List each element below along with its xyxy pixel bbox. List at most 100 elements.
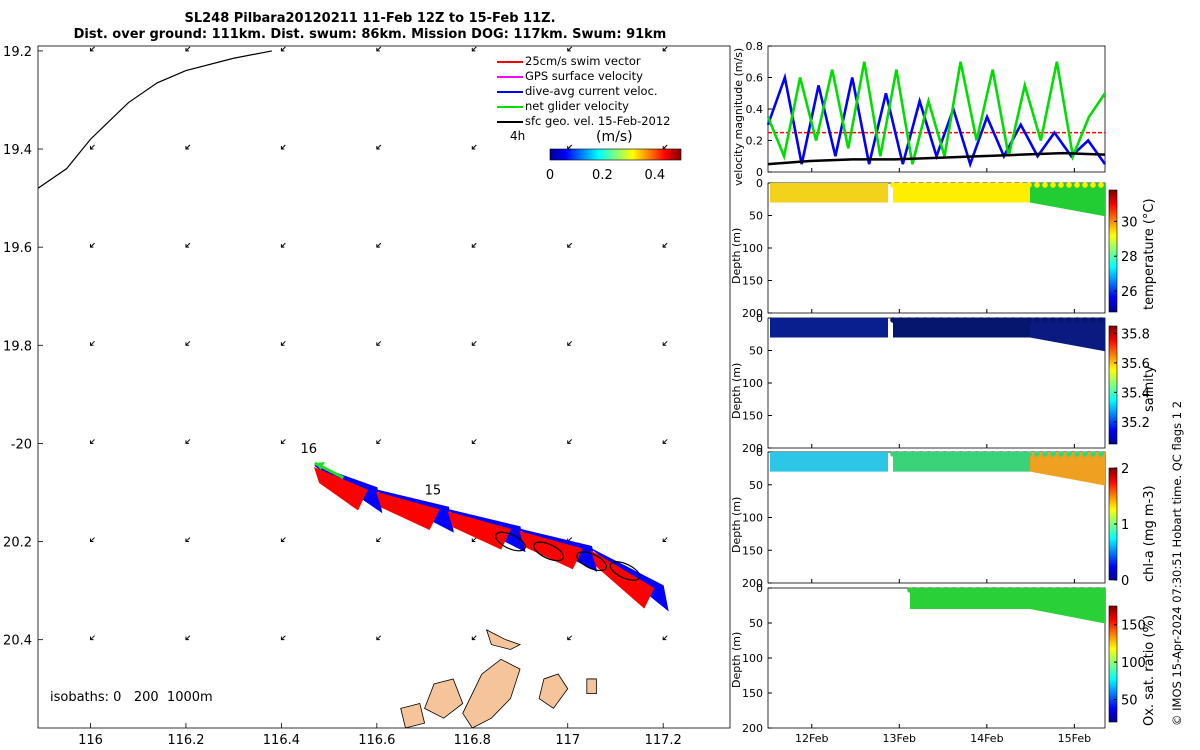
- depth-tick-label: 200: [742, 722, 763, 735]
- geo-velocity-arrowhead: [185, 47, 189, 52]
- section-data-band-east: [1030, 318, 1105, 352]
- colorbar-tick-label: 35.2: [1121, 416, 1150, 431]
- profile-dot: [1035, 587, 1041, 593]
- profile-dot: [1034, 317, 1040, 323]
- geo-velocity-arrow: [185, 439, 191, 444]
- geo-velocity-arrowhead: [89, 244, 94, 248]
- velocity-series-line: [767, 151, 1106, 166]
- geo-velocity-arrow: [567, 635, 573, 641]
- geo-velocity-arrowhead: [280, 342, 285, 346]
- geo-velocity-arrow: [185, 537, 191, 542]
- island: [586, 678, 597, 695]
- track-loop: [576, 551, 607, 572]
- geo-velocity-arrowhead: [89, 146, 94, 150]
- velocity-series-line: [766, 61, 1107, 165]
- geo-velocity-arrowhead: [185, 146, 189, 150]
- profile-dot: [954, 182, 960, 188]
- geo-velocity-arrow: [90, 635, 95, 641]
- profile-dot: [947, 587, 953, 593]
- salinity-colorbar-label: salinity: [1142, 365, 1157, 412]
- depth-tick-label: 200: [742, 442, 763, 455]
- profile-dot: [1091, 587, 1097, 593]
- geo-velocity-arrow: [567, 242, 573, 248]
- geo-velocity-arrow: [185, 340, 191, 346]
- depth-tick-label: 0: [756, 446, 763, 459]
- geo-velocity-arrowhead: [567, 47, 571, 52]
- map-xtick-label: 116.4: [263, 733, 300, 748]
- geo-velocity-arrow: [471, 635, 477, 641]
- section-data-band: [893, 183, 1030, 203]
- depth-ylabel-3: Depth (m): [730, 496, 743, 553]
- time-tick-label: 13Feb: [883, 732, 916, 745]
- profile-dot: [994, 182, 1000, 188]
- geo-velocity-arrow: [376, 439, 382, 444]
- colorbar-tick-label: 100: [1121, 656, 1146, 671]
- profile-dot: [1098, 317, 1104, 323]
- geo-velocity-arrowhead: [280, 47, 285, 52]
- profile-dot: [915, 587, 921, 593]
- section-colorbar: [1108, 325, 1118, 445]
- geo-velocity-arrowhead: [280, 244, 285, 248]
- time-tick-label: 15Feb: [1058, 732, 1091, 745]
- geo-velocity-arrow: [281, 635, 286, 641]
- profile-dot: [1027, 587, 1033, 593]
- geo-velocity-arrow: [567, 46, 573, 52]
- legend-label-gps: GPS surface velocity: [525, 69, 643, 83]
- map-ytick-label: 20.4: [3, 634, 32, 649]
- profile-dot: [970, 317, 976, 323]
- profile-dot: [1074, 317, 1080, 323]
- profile-dot: [954, 317, 960, 323]
- profile-dot: [1002, 182, 1008, 188]
- profile-dot: [1002, 317, 1008, 323]
- time-tick-label: 12Feb: [795, 732, 828, 745]
- section-data-band: [893, 318, 1030, 338]
- geo-velocity-arrow: [471, 439, 477, 444]
- geo-velocity-arrow: [185, 144, 191, 150]
- geo-velocity-arrow: [471, 340, 477, 346]
- speed-colorbar: [549, 148, 682, 161]
- geo-velocity-arrow: [662, 242, 668, 248]
- profile-dot: [986, 182, 992, 188]
- profile-dot: [1043, 587, 1049, 593]
- geo-velocity-arrowhead: [662, 244, 667, 248]
- geo-velocity-arrow: [376, 242, 382, 248]
- geo-velocity-arrowhead: [185, 538, 189, 543]
- day-label-16: 16: [300, 442, 317, 457]
- geo-velocity-arrow: [471, 537, 477, 542]
- section-data-band: [910, 588, 1030, 609]
- geo-velocity-arrowhead: [89, 440, 94, 444]
- profile-dot: [922, 317, 928, 323]
- profile-dot: [939, 587, 945, 593]
- depth-tick-label: 50: [749, 210, 763, 223]
- profile-dot: [930, 451, 936, 457]
- geo-velocity-arrowhead: [376, 538, 380, 543]
- chla-colorbar-label: chl-a (mg m-3): [1142, 485, 1157, 582]
- track-loop: [609, 561, 641, 581]
- temperature-colorbar-label: temperature (°C): [1142, 198, 1157, 310]
- geo-velocity-arrowhead: [662, 342, 667, 346]
- profile-dot: [914, 451, 920, 457]
- geo-velocity-arrowhead: [471, 440, 476, 444]
- geo-velocity-arrow: [281, 340, 286, 346]
- geo-velocity-arrow: [281, 46, 286, 52]
- isobath-text: isobaths: 0 200 1000m: [50, 690, 213, 705]
- profile-dot: [898, 317, 904, 323]
- section-data-band-east: [1030, 452, 1105, 486]
- geo-velocity-arrow: [90, 242, 95, 248]
- profile-dot: [971, 587, 977, 593]
- section-data-band-east: [1030, 588, 1105, 624]
- profile-dot: [1050, 317, 1056, 323]
- profile-dot: [1010, 182, 1016, 188]
- map-xtick-label: 117.2: [645, 733, 682, 748]
- profile-dot: [914, 182, 920, 188]
- geo-velocity-arrow: [90, 537, 95, 542]
- section-data-band: [770, 183, 888, 203]
- profile-dot: [979, 587, 985, 593]
- colorbar-tick-label: 35.8: [1121, 327, 1150, 342]
- profile-dot: [906, 182, 912, 188]
- profile-dot: [1002, 451, 1008, 457]
- map-ytick-label: 19.6: [3, 241, 32, 256]
- profile-dot: [970, 182, 976, 188]
- profile-dot: [987, 587, 993, 593]
